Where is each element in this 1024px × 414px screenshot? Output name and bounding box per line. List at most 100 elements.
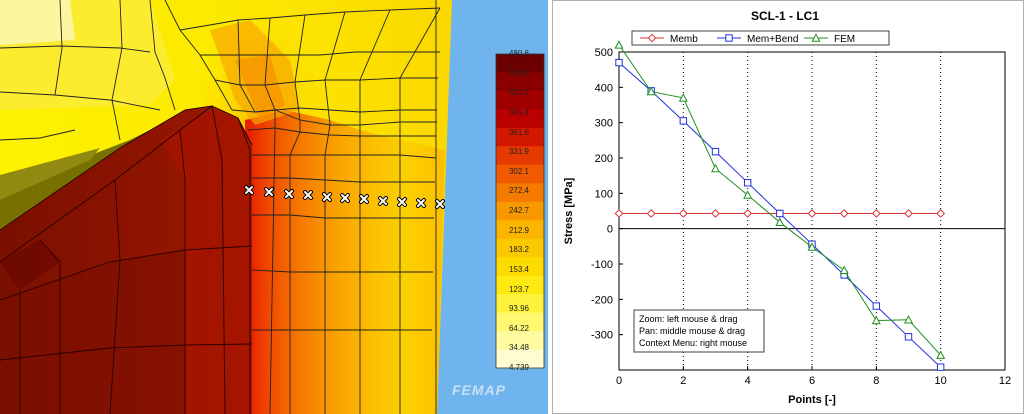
contour-legend-bar bbox=[495, 53, 545, 369]
series-point bbox=[646, 86, 656, 96]
series-point bbox=[871, 209, 881, 218]
legend-value: 450.8 bbox=[508, 68, 530, 78]
legend-entry: FEM bbox=[834, 34, 855, 45]
x-tick-label: 0 bbox=[616, 375, 622, 387]
legend-value: 4.739 bbox=[508, 363, 530, 372]
legend-swatch bbox=[496, 275, 544, 295]
x-tick-label: 2 bbox=[680, 375, 686, 387]
y-axis-label: Stress [MPa] bbox=[563, 177, 575, 244]
x-axis-ticks: 0 2 4 6 8 10 12 bbox=[616, 366, 1011, 387]
legend-value: 242.7 bbox=[508, 206, 530, 215]
contour-legend-labels: 480.6 450.8 421.1 391.4 361.6 331.9 302.1 272.4… bbox=[496, 49, 546, 372]
y-tick-label: 300 bbox=[595, 118, 613, 130]
y-tick-label: 400 bbox=[595, 82, 613, 94]
legend-value: 183.2 bbox=[508, 245, 530, 255]
series-point bbox=[646, 209, 656, 218]
legend-value: 212.9 bbox=[508, 225, 530, 235]
series-point bbox=[903, 315, 914, 324]
legend-swatch bbox=[496, 54, 544, 73]
legend-value: 391.4 bbox=[508, 107, 530, 117]
series-point bbox=[776, 209, 784, 218]
series-point bbox=[904, 209, 913, 218]
scl-point-markers[interactable] bbox=[244, 185, 445, 209]
legend-value: 34.48 bbox=[508, 343, 530, 353]
series-point bbox=[614, 40, 624, 49]
legend-value: 123.7 bbox=[508, 284, 530, 294]
series-point bbox=[839, 265, 849, 275]
legend-swatch bbox=[496, 294, 544, 314]
y-tick-label: -300 bbox=[591, 330, 613, 342]
x-tick-label: 10 bbox=[935, 375, 947, 387]
legend-swatch bbox=[496, 257, 544, 277]
legend-value: 480.6 bbox=[508, 49, 530, 58]
series-point bbox=[872, 302, 881, 310]
femap-watermark: FEMAP bbox=[452, 382, 506, 398]
series-fem bbox=[614, 40, 946, 359]
series-point bbox=[936, 363, 945, 371]
legend-value: 272.4 bbox=[508, 186, 530, 196]
stress-chart[interactable]: SCL-1 - LC1 Memb Mem+Bend FEM 0 2 4 6 8 10 12 50… bbox=[552, 0, 1024, 414]
series-point bbox=[775, 217, 785, 227]
legend-swatch bbox=[496, 183, 544, 203]
legend-value: 302.1 bbox=[508, 166, 530, 176]
legend-swatch bbox=[496, 331, 544, 351]
x-tick-label: 12 bbox=[999, 375, 1011, 387]
chart-legend: Memb Mem+Bend FEM bbox=[631, 30, 890, 46]
series-point bbox=[711, 209, 720, 218]
series-point bbox=[743, 179, 752, 187]
legend-value: 64.22 bbox=[508, 323, 530, 333]
x-tick-label: 8 bbox=[873, 375, 879, 387]
help-line-zoom: Zoom: left mouse & drag bbox=[639, 314, 738, 324]
legend-swatch bbox=[496, 238, 544, 258]
chart-title: SCL-1 - LC1 bbox=[751, 9, 819, 23]
y-tick-label: 500 bbox=[595, 47, 613, 59]
legend-swatch bbox=[496, 72, 544, 92]
legend-value: 331.9 bbox=[508, 147, 530, 157]
series-point bbox=[807, 242, 817, 251]
series-point bbox=[710, 163, 721, 173]
y-tick-label: 100 bbox=[595, 188, 613, 200]
legend-swatch bbox=[496, 220, 544, 240]
series-point bbox=[743, 209, 753, 218]
series-point bbox=[743, 190, 753, 199]
x-tick-label: 6 bbox=[809, 375, 815, 387]
series-point bbox=[725, 34, 733, 42]
series-point bbox=[807, 209, 817, 218]
y-tick-label: 0 bbox=[607, 224, 613, 236]
stress-chart-panel[interactable]: SCL-1 - LC1 Memb Mem+Bend FEM 0 2 4 6 8 10 12 50… bbox=[552, 0, 1024, 414]
series-point bbox=[711, 147, 720, 156]
series-point bbox=[936, 209, 946, 218]
legend-swatch bbox=[496, 349, 544, 369]
y-axis-ticks: 500 400 300 200 100 0 -100 -200 -300 bbox=[591, 47, 623, 342]
fem-mesh-plot[interactable] bbox=[0, 0, 548, 414]
help-line-pan: Pan: middle mouse & drag bbox=[639, 326, 745, 336]
legend-value: 361.6 bbox=[508, 127, 530, 137]
legend-swatch bbox=[496, 201, 544, 221]
series-point bbox=[839, 209, 849, 218]
vertical-grid-lines bbox=[682, 52, 942, 370]
legend-value: 153.4 bbox=[508, 264, 530, 274]
x-tick-label: 4 bbox=[745, 375, 751, 387]
help-line-context-menu: Context Menu: right mouse bbox=[639, 338, 747, 348]
panel-divider bbox=[548, 0, 552, 414]
series-point bbox=[871, 315, 881, 325]
legend-swatch bbox=[496, 164, 544, 184]
legend-swatch bbox=[496, 109, 544, 129]
series-point bbox=[936, 350, 946, 359]
series-point bbox=[811, 33, 821, 42]
series-point bbox=[615, 58, 623, 67]
legend-entry: Memb bbox=[670, 34, 698, 45]
x-axis-label: Points [-] bbox=[788, 394, 836, 406]
series-point bbox=[614, 209, 624, 218]
series-point bbox=[904, 333, 913, 341]
series-point bbox=[647, 33, 657, 43]
legend-swatch bbox=[496, 90, 544, 110]
fem-viewport[interactable]: 480.6 450.8 421.1 391.4 361.6 331.9 302.1 272.4… bbox=[0, 0, 548, 414]
series-point bbox=[678, 93, 688, 102]
y-tick-label: -100 bbox=[591, 259, 613, 271]
legend-swatch bbox=[496, 312, 544, 332]
legend-value: 93.96 bbox=[508, 304, 530, 314]
chart-help-box: Zoom: left mouse & drag Pan: middle mous… bbox=[633, 309, 765, 353]
series-point bbox=[678, 209, 688, 218]
legend-entry: Mem+Bend bbox=[747, 34, 798, 45]
